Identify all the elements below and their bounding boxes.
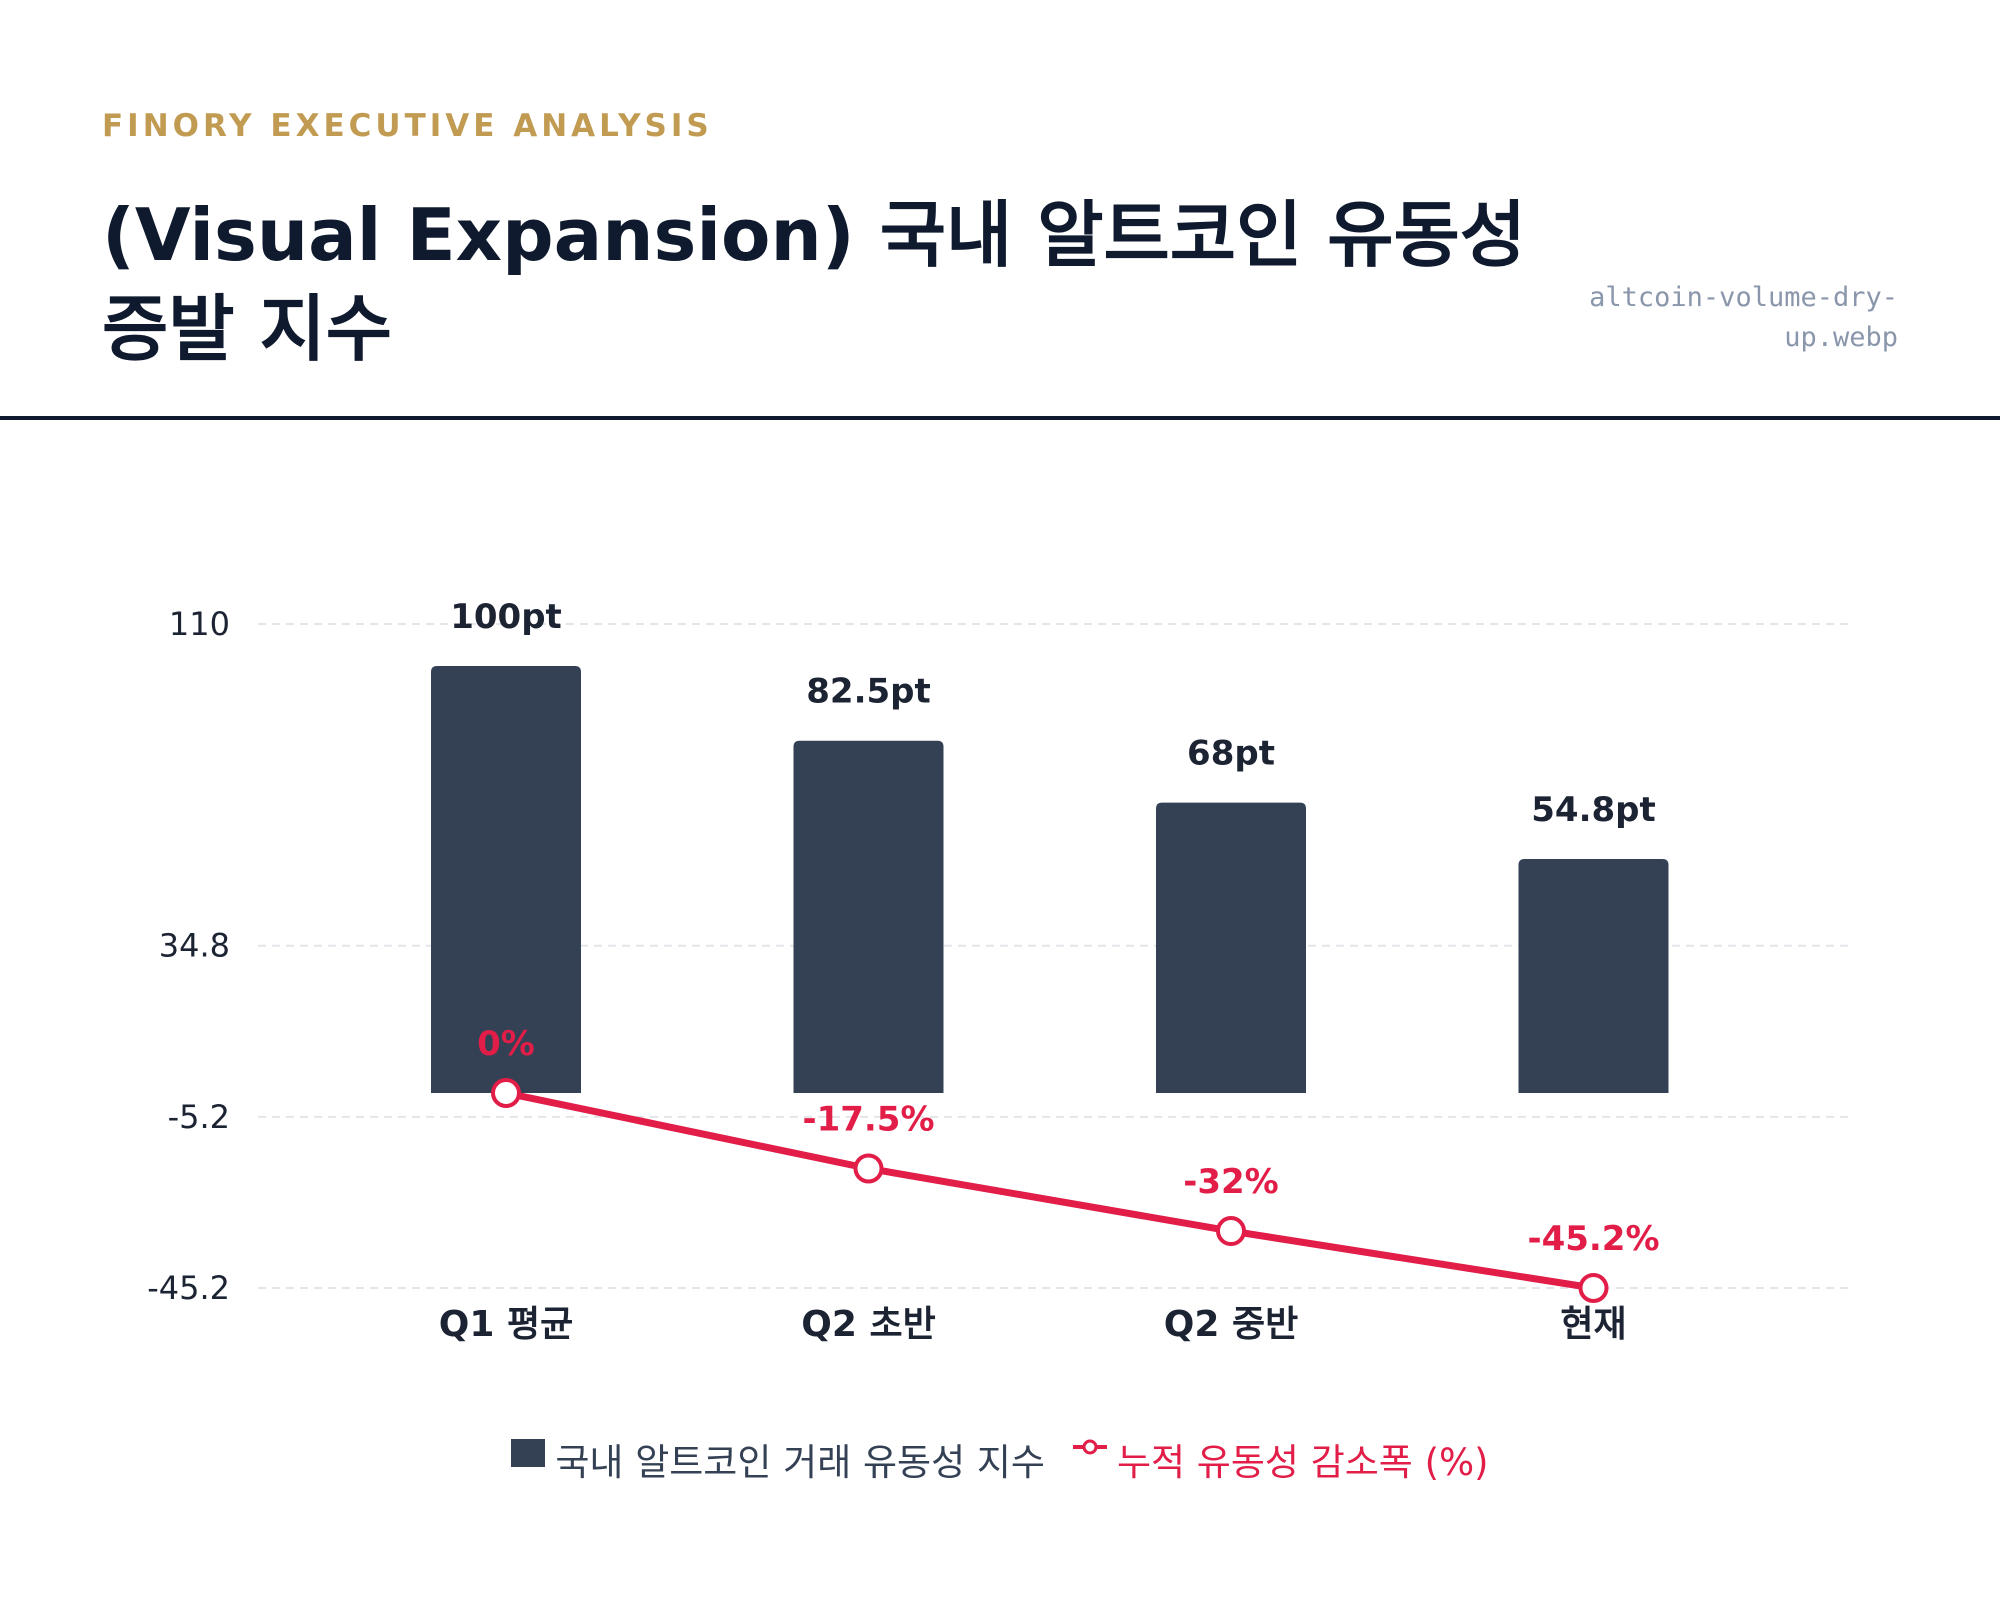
line-point [491,1078,521,1108]
legend: 국내 알트코인 거래 유동성 지수 누적 유동성 감소폭 (%) [0,1432,2000,1486]
y-tick-label: -5.2 [168,1098,230,1136]
legend-item-bars: 국내 알트코인 거래 유동성 지수 [511,1432,1045,1486]
x-category-label: 현재 [1560,1304,1626,1345]
line-value-label: -32% [1183,1162,1279,1202]
x-category-label: Q2 초반 [801,1304,935,1345]
bar-value-label: 100pt [450,597,562,637]
bar [1156,802,1306,1093]
bar [1518,859,1669,1093]
bar-value-label: 82.5pt [806,672,930,712]
line-series [505,1089,1595,1292]
legend-line-marker-icon [1072,1439,1107,1455]
line-value-label: -17.5% [802,1099,934,1139]
legend-bar-swatch [511,1439,546,1467]
line-value-label: 0% [477,1024,535,1064]
bar [793,740,944,1093]
y-tick-label: 110 [169,605,230,643]
legend-bar-label: 국내 알트코인 거래 유동성 지수 [555,1441,1045,1484]
x-category-label: Q1 평균 [439,1304,573,1345]
bar-value-label: 54.8pt [1531,790,1655,830]
page-title: (Visual Expansion) 국내 알트코인 유동성 증발 지수 [102,193,1527,371]
bar [431,666,581,1093]
y-tick-label: -45.2 [147,1269,230,1307]
line-point [1216,1216,1246,1247]
legend-line-label: 누적 유동성 감소폭 (%) [1116,1441,1489,1484]
line-point [1578,1273,1609,1303]
x-category-label: Q2 중반 [1164,1304,1298,1345]
eyebrow-label: FINORY EXECUTIVE ANALYSIS [102,108,713,144]
filename-label: altcoin-volume-dry-up.webp [1589,282,1898,353]
bar-value-label: 68pt [1187,734,1275,774]
y-tick-label: 34.8 [159,927,230,965]
line-point [853,1153,884,1184]
line-value-label: -45.2% [1527,1219,1659,1259]
header-divider [0,416,2000,420]
header: FINORY EXECUTIVE ANALYSIS (Visual Expans… [0,0,2000,420]
legend-item-line: 누적 유동성 감소폭 (%) [1072,1432,1489,1486]
